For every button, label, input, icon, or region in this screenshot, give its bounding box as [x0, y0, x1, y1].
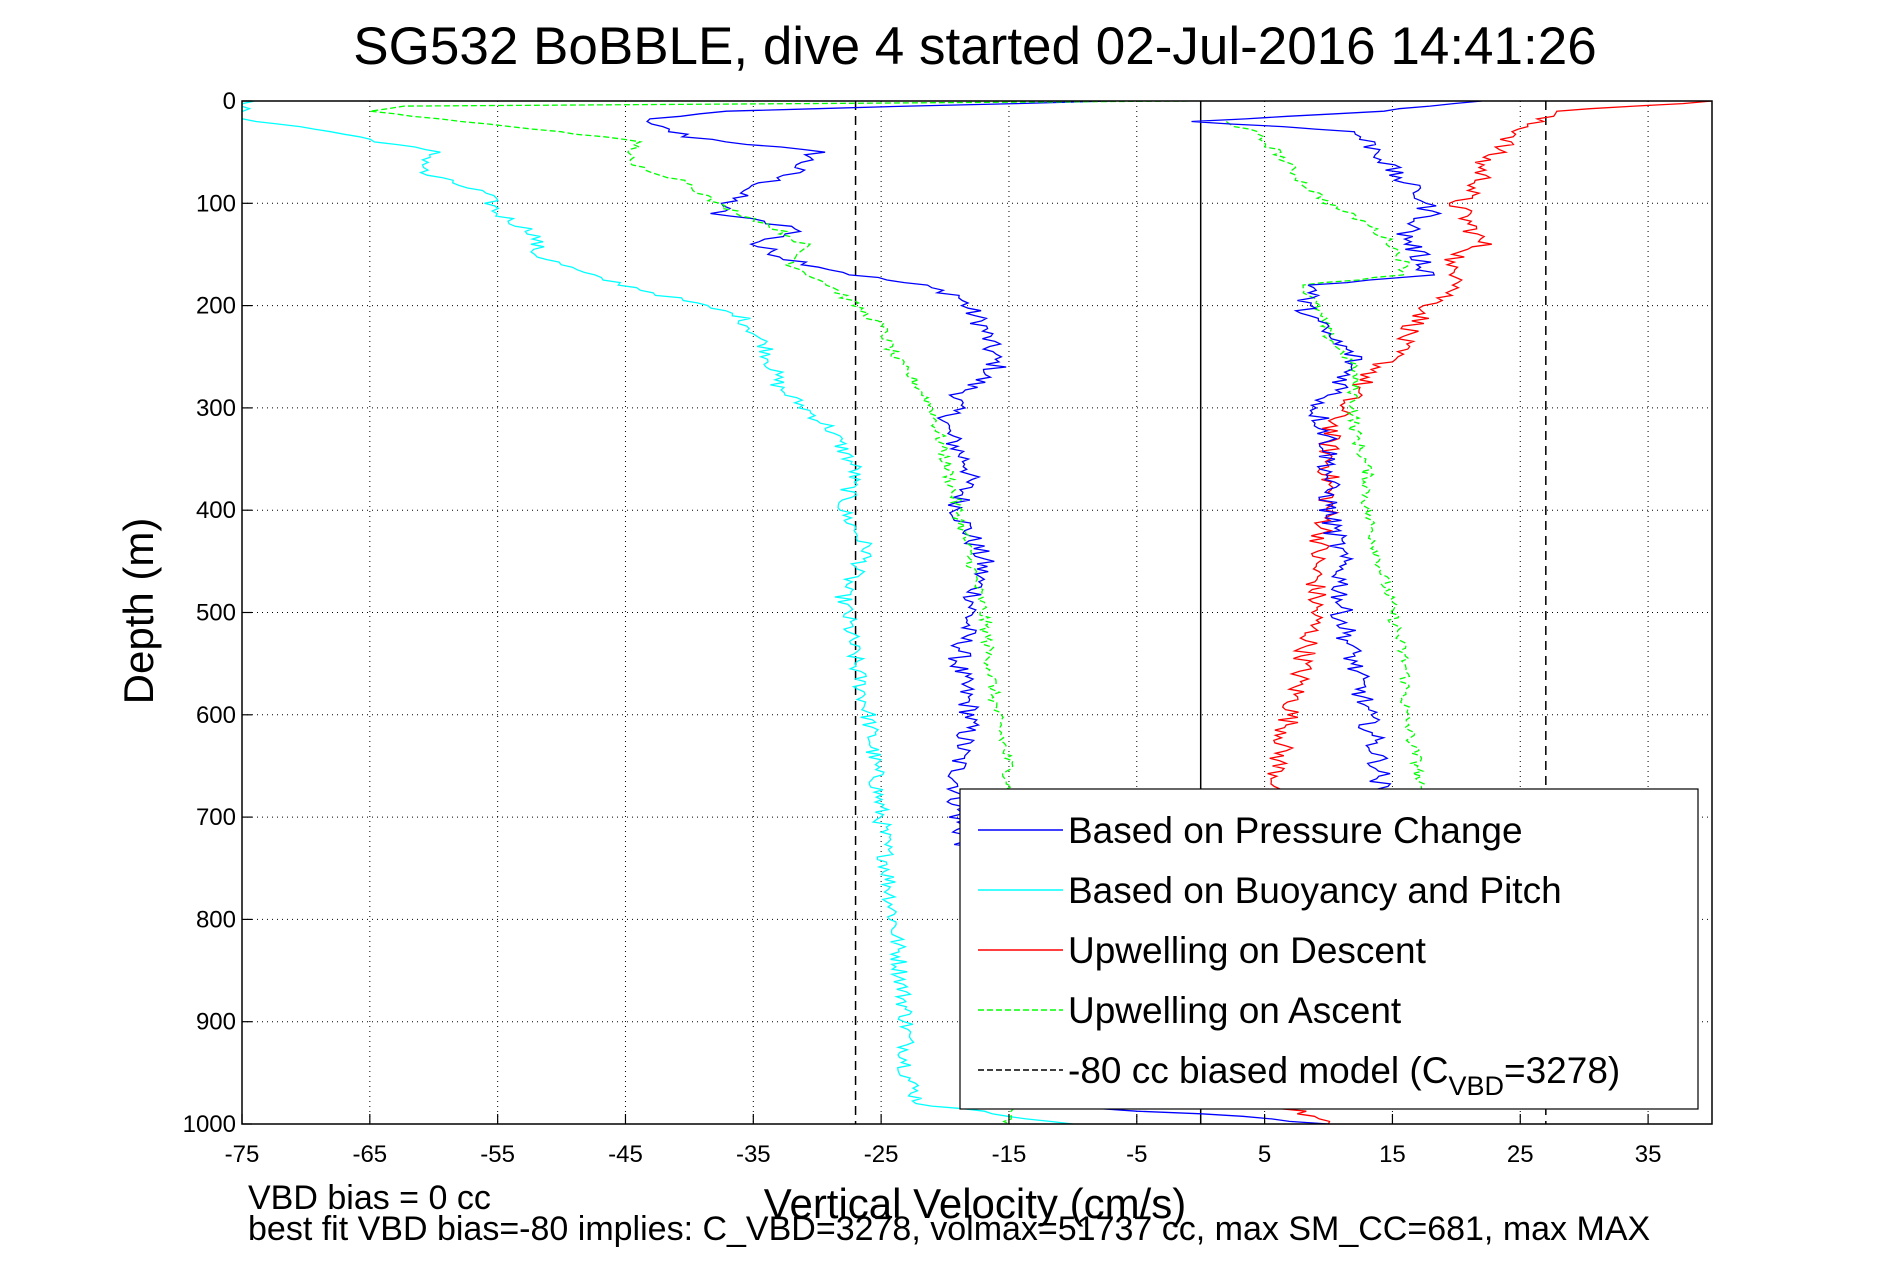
x-tick-label: 25 — [1507, 1141, 1534, 1168]
y-tick-label: 300 — [196, 395, 236, 422]
series-line-1 — [242, 101, 1073, 1124]
y-tick-label: 700 — [196, 804, 236, 831]
legend-label: Based on Buoyancy and Pitch — [1068, 870, 1562, 911]
legend: Based on Pressure Change Based on Buoyanc… — [959, 788, 1699, 1110]
x-tick-label: 5 — [1258, 1141, 1271, 1168]
x-tick-label: -65 — [352, 1141, 387, 1168]
x-tick-label: -25 — [864, 1141, 899, 1168]
x-tick-label: -15 — [992, 1141, 1027, 1168]
series-line-4 — [1225, 120, 1426, 818]
chart-title: SG532 BoBBLE, dive 4 started 02-Jul-2016… — [353, 17, 1596, 76]
x-tick-label: -75 — [225, 1141, 260, 1168]
legend-label: Upwelling on Descent — [1068, 930, 1427, 971]
footer-best-fit: best fit VBD bias=-80 implies: C_VBD=327… — [248, 1210, 1651, 1248]
y-tick-label: 900 — [196, 1009, 236, 1036]
y-tick-label: 1000 — [183, 1111, 236, 1138]
y-tick-label: 0 — [223, 88, 236, 115]
x-tick-label: -55 — [480, 1141, 515, 1168]
x-axis-label: Vertical Velocity (cm/s) — [764, 1180, 1186, 1227]
x-tick-label: -45 — [608, 1141, 643, 1168]
y-tick-label: 100 — [196, 190, 236, 217]
x-tick-label: 15 — [1379, 1141, 1406, 1168]
legend-label: Upwelling on Ascent — [1068, 990, 1402, 1031]
series-line-5 — [1191, 101, 1482, 818]
x-tick-label: -5 — [1126, 1141, 1147, 1168]
y-tick-label: 800 — [196, 906, 236, 933]
y-tick-label: 500 — [196, 600, 236, 627]
legend-label: Based on Pressure Change — [1068, 810, 1523, 851]
y-axis-label: Depth (m) — [115, 518, 162, 705]
y-tick-label: 400 — [196, 497, 236, 524]
axis-ticks: -75 -65 -55 -45 -35 -25 -15 -5 5 15 25 350100200300… — [183, 88, 1662, 1168]
y-tick-label: 200 — [196, 293, 236, 320]
legend-label: -80 cc biased model (CVBD=3278) — [1068, 1050, 1620, 1101]
x-tick-label: -35 — [736, 1141, 771, 1168]
legend-box — [959, 788, 1699, 1110]
y-tick-label: 600 — [196, 702, 236, 729]
footer-vbd-bias: VBD bias = 0 cc — [248, 1179, 491, 1217]
x-tick-label: 35 — [1635, 1141, 1662, 1168]
